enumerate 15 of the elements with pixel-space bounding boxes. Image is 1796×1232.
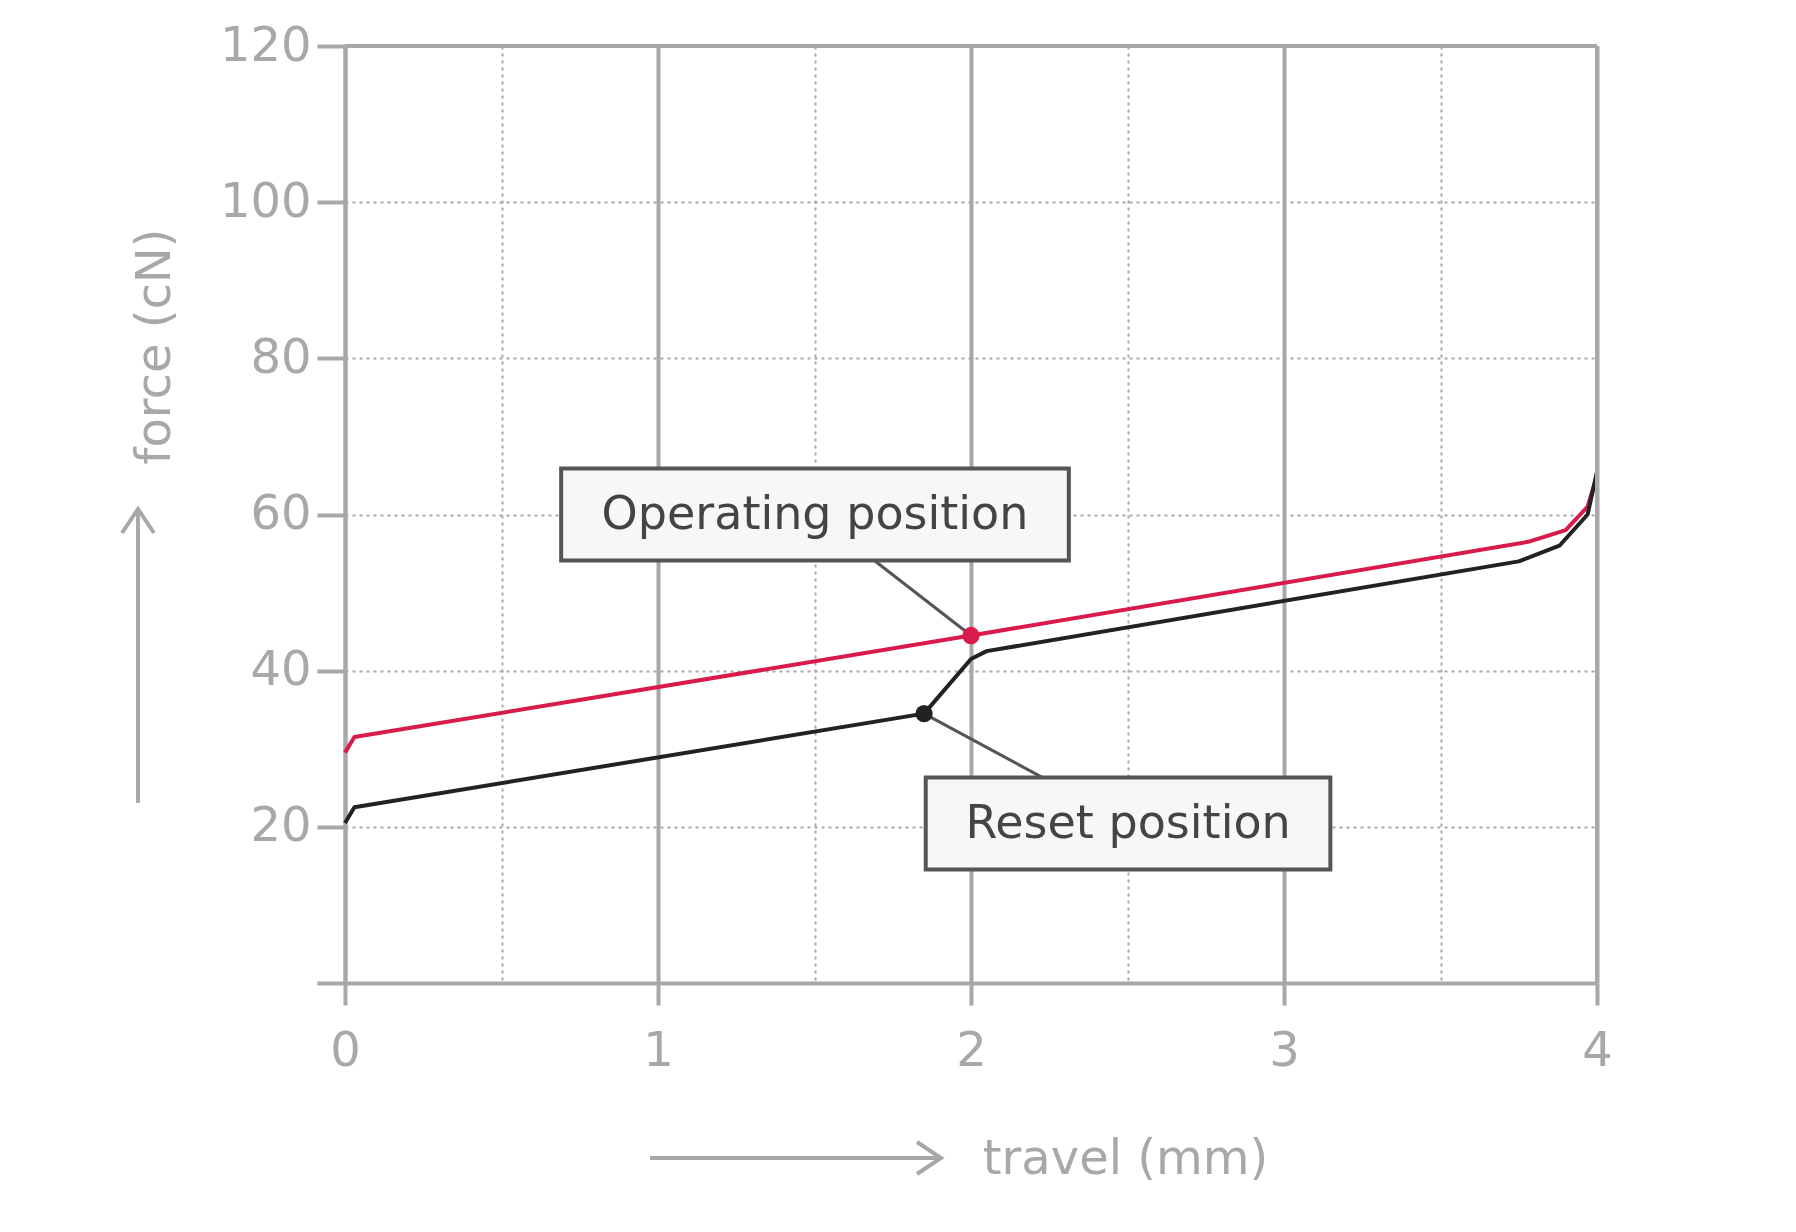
y-tick-label: 40 <box>250 640 312 697</box>
x-tick-label: 1 <box>643 1020 674 1077</box>
y-tick-label: 20 <box>250 796 312 853</box>
y-tick-label: 120 <box>219 15 312 72</box>
y-tick-label: 60 <box>250 484 312 540</box>
x-tick-label: 2 <box>956 1020 987 1077</box>
y-axis-title: force (cN) <box>124 228 181 465</box>
x-tick-label: 3 <box>1269 1020 1300 1077</box>
annotation: Reset position <box>965 794 1291 849</box>
y-tick-label: 80 <box>250 327 312 384</box>
annotation: Operating position <box>601 485 1029 540</box>
y-tick-label: 100 <box>219 171 312 228</box>
x-tick-label: 0 <box>330 1020 361 1077</box>
x-axis-title: travel (mm) <box>982 1128 1269 1185</box>
x-tick-label: 4 <box>1582 1020 1613 1077</box>
